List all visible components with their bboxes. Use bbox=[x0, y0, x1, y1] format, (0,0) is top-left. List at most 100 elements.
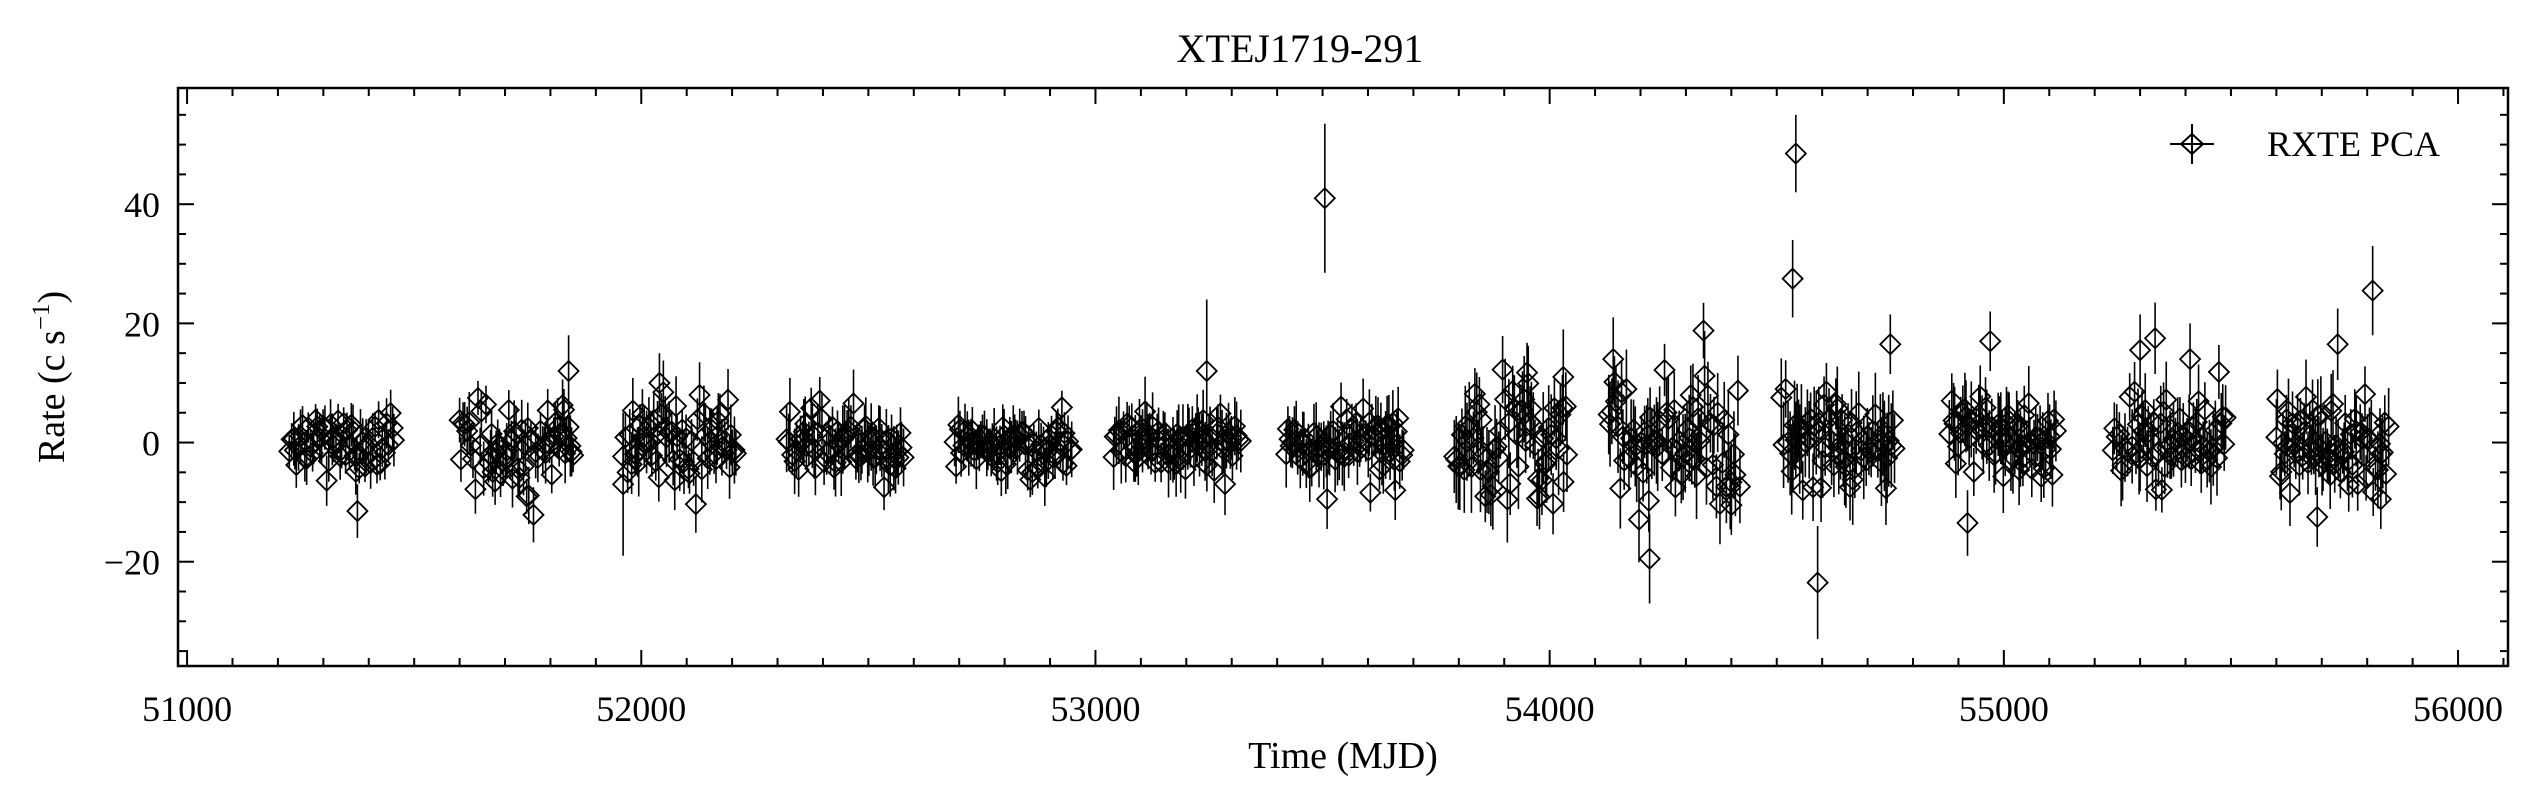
data-point bbox=[1693, 331, 1716, 421]
plot-frame bbox=[176, 86, 2510, 668]
data-marker bbox=[449, 448, 473, 471]
data-marker bbox=[2005, 411, 2028, 434]
data-point bbox=[466, 380, 490, 416]
data-marker bbox=[504, 422, 528, 445]
data-marker bbox=[1653, 358, 1676, 382]
data-point bbox=[2369, 469, 2393, 529]
data-point bbox=[517, 466, 541, 525]
data-marker bbox=[1337, 444, 1360, 467]
data-marker bbox=[1770, 386, 1793, 409]
data-marker bbox=[453, 412, 476, 436]
data-marker bbox=[2207, 360, 2231, 384]
data-marker bbox=[1315, 487, 1339, 511]
data-marker bbox=[2193, 398, 2217, 422]
data-marker bbox=[1182, 446, 1206, 470]
data-point bbox=[291, 406, 314, 445]
data-point bbox=[1496, 456, 1519, 543]
data-point bbox=[534, 422, 557, 484]
data-marker bbox=[1329, 395, 1353, 418]
data-point bbox=[2333, 394, 2357, 452]
x-axis-label: Time (MJD) bbox=[1248, 735, 1438, 777]
data-point bbox=[2368, 408, 2392, 480]
data-point bbox=[647, 453, 671, 502]
data-marker bbox=[1359, 481, 1382, 504]
axis-ticks: 51000 52000 53000 54000 55000 56000 −20 0 20 40 bbox=[104, 88, 2508, 729]
data-marker bbox=[382, 428, 406, 452]
data-point bbox=[2361, 245, 2384, 336]
data-marker bbox=[459, 434, 483, 457]
y-tick-label: −20 bbox=[104, 543, 160, 583]
data-marker bbox=[1696, 384, 1720, 407]
data-marker bbox=[1806, 571, 1829, 594]
data-marker bbox=[1126, 445, 1150, 469]
data-marker bbox=[1444, 448, 1468, 471]
data-marker bbox=[2361, 279, 2384, 302]
data-marker bbox=[533, 433, 556, 456]
data-point bbox=[1781, 239, 1804, 318]
data-marker bbox=[1534, 452, 1557, 476]
data-marker bbox=[2111, 454, 2134, 477]
data-point bbox=[1879, 314, 1902, 375]
data-point bbox=[1770, 358, 1793, 437]
data-marker bbox=[1381, 411, 1405, 435]
data-marker bbox=[474, 393, 498, 416]
data-marker bbox=[1321, 419, 1345, 443]
data-marker bbox=[1552, 365, 1575, 389]
data-point bbox=[1609, 448, 1632, 529]
data-marker bbox=[517, 484, 541, 507]
data-marker bbox=[1879, 332, 1902, 356]
data-marker bbox=[892, 446, 915, 469]
data-marker bbox=[2182, 415, 2205, 439]
data-marker bbox=[1801, 475, 1825, 499]
data-marker bbox=[1802, 414, 1826, 438]
data-marker bbox=[2123, 380, 2146, 404]
data-marker bbox=[1615, 377, 1638, 401]
data-marker bbox=[1541, 492, 1565, 516]
data-point bbox=[1195, 299, 1219, 443]
data-point bbox=[1315, 469, 1339, 529]
data-marker bbox=[2128, 338, 2152, 362]
data-marker bbox=[464, 478, 487, 501]
data-marker bbox=[1107, 419, 1131, 442]
data-marker bbox=[1060, 438, 1083, 461]
data-marker bbox=[1838, 475, 1862, 499]
data-marker bbox=[890, 436, 913, 459]
data-marker bbox=[1637, 489, 1661, 513]
x-tick-label: 55000 bbox=[1959, 689, 2049, 729]
data-marker bbox=[1328, 443, 1351, 466]
data-marker bbox=[787, 458, 810, 482]
data-point bbox=[382, 413, 406, 467]
data-marker bbox=[674, 427, 698, 450]
x-tick-label: 56000 bbox=[2413, 689, 2503, 729]
data-marker bbox=[1021, 460, 1044, 484]
data-marker bbox=[1530, 468, 1554, 492]
data-marker bbox=[2344, 419, 2368, 443]
data-point bbox=[2154, 361, 2178, 438]
data-marker bbox=[1877, 429, 1900, 453]
data-point bbox=[2207, 344, 2231, 399]
data-point bbox=[540, 456, 564, 494]
data-point bbox=[457, 392, 481, 453]
y-axis-label-exponent: −1 bbox=[28, 304, 55, 331]
data-marker bbox=[1627, 508, 1651, 531]
data-marker bbox=[2278, 481, 2302, 505]
data-marker bbox=[522, 503, 545, 527]
data-marker bbox=[512, 455, 535, 478]
data-marker bbox=[1522, 414, 1545, 437]
data-marker bbox=[534, 441, 557, 465]
data-marker bbox=[2266, 387, 2289, 411]
data-marker bbox=[1692, 319, 1715, 342]
data-marker bbox=[1385, 420, 1409, 443]
data-marker bbox=[1681, 395, 1705, 419]
data-marker bbox=[637, 416, 661, 439]
data-marker bbox=[2352, 444, 2376, 468]
data-marker bbox=[338, 433, 361, 457]
data-marker bbox=[2118, 385, 2141, 409]
data-point bbox=[474, 385, 498, 424]
data-point bbox=[1337, 433, 1360, 479]
data-point bbox=[1692, 302, 1715, 359]
data-marker bbox=[381, 416, 404, 440]
data-point bbox=[2039, 419, 2063, 479]
data-point bbox=[2353, 366, 2377, 422]
